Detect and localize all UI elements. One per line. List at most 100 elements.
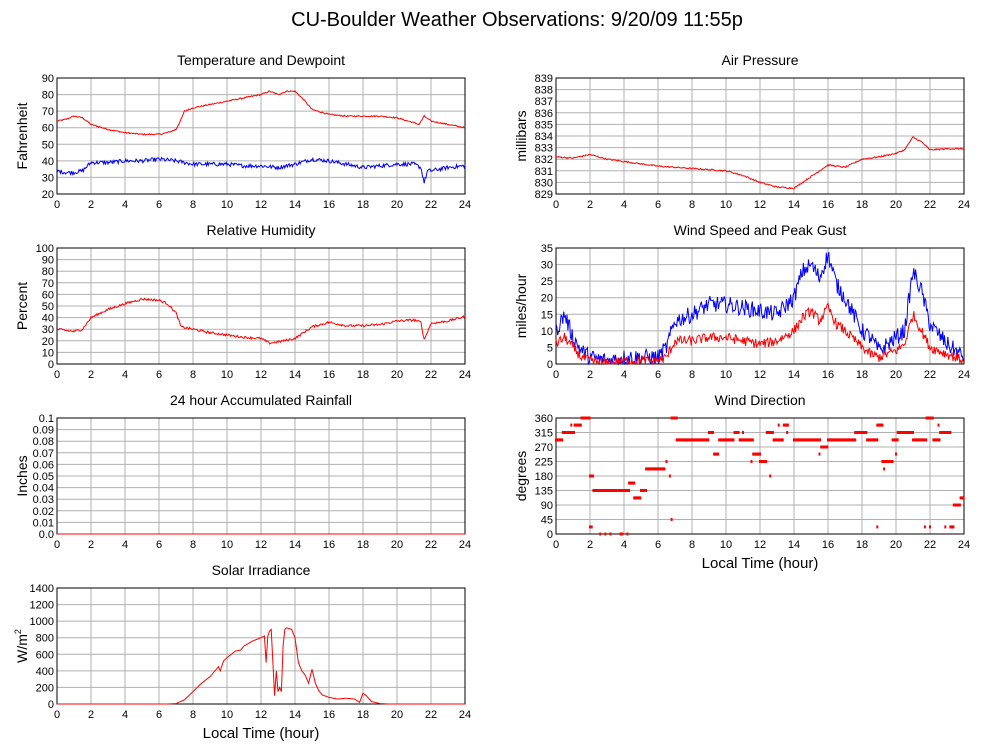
direction-point	[827, 438, 829, 442]
direction-point	[643, 489, 646, 492]
direction-point	[569, 431, 572, 434]
y-tick-label: 1000	[30, 616, 54, 628]
series-line-1	[56, 156, 466, 184]
direction-point	[652, 467, 655, 471]
direction-point	[562, 431, 565, 434]
direction-point	[679, 438, 682, 442]
direction-point	[767, 431, 770, 434]
direction-point	[689, 438, 692, 442]
direction-point	[882, 460, 885, 463]
direction-point	[587, 416, 590, 420]
y-axis-label: Percent	[14, 282, 30, 330]
direction-point	[615, 489, 618, 492]
direction-point	[822, 445, 825, 449]
direction-point	[818, 438, 821, 442]
direction-point	[582, 416, 585, 420]
x-tick-label: 6	[156, 539, 162, 551]
direction-point	[859, 431, 862, 434]
direction-point	[862, 431, 865, 434]
direction-point	[854, 431, 857, 434]
direction-point	[685, 438, 688, 442]
direction-point	[594, 489, 597, 492]
direction-point	[668, 474, 671, 478]
direction-point	[880, 423, 883, 427]
y-tick-label: 35	[541, 243, 553, 255]
y-tick-label: 831	[535, 166, 553, 178]
x-tick-label: 18	[357, 539, 369, 551]
direction-point	[611, 489, 614, 492]
direction-point	[803, 438, 806, 442]
direction-point	[896, 431, 899, 434]
direction-point	[810, 438, 812, 442]
direction-point	[570, 431, 573, 434]
direction-point	[675, 438, 678, 442]
direction-point	[765, 460, 768, 463]
direction-point	[934, 438, 937, 442]
direction-point	[727, 438, 730, 442]
y-tick-label: 70	[42, 278, 54, 290]
direction-point	[759, 460, 761, 463]
x-axis-label: Local Time (hour)	[702, 555, 819, 572]
direction-point	[656, 467, 659, 471]
direction-point	[860, 431, 863, 434]
direction-point	[856, 431, 859, 434]
direction-point	[686, 438, 689, 442]
direction-point	[695, 438, 698, 442]
direction-point	[609, 489, 612, 492]
y-tick-label: 835	[535, 119, 553, 131]
direction-point	[623, 489, 625, 492]
direction-point	[692, 438, 695, 442]
direction-point	[754, 452, 757, 456]
direction-point	[813, 438, 816, 442]
direction-point	[608, 489, 611, 492]
direction-point	[659, 467, 662, 471]
direction-point	[744, 438, 747, 442]
x-tick-label: 2	[88, 539, 94, 551]
direction-point	[896, 438, 899, 442]
direction-point	[687, 438, 690, 442]
direction-point	[626, 532, 629, 536]
y-axis-label: W/m2	[13, 629, 30, 663]
direction-point	[925, 416, 928, 420]
x-tick-label: 18	[357, 199, 369, 211]
direction-point	[700, 438, 703, 442]
y-tick-label: 25	[541, 276, 553, 288]
direction-point	[725, 438, 728, 442]
direction-point	[561, 438, 564, 442]
x-tick-label: 18	[856, 539, 868, 551]
direction-point	[591, 474, 594, 478]
direction-point	[742, 431, 744, 434]
direction-point	[748, 438, 751, 442]
x-tick-label: 10	[720, 199, 732, 211]
x-tick-label: 0	[54, 199, 60, 211]
direction-point	[604, 489, 607, 492]
x-tick-label: 24	[459, 199, 471, 211]
x-tick-label: 24	[459, 709, 471, 721]
direction-point	[600, 489, 603, 492]
direction-point	[937, 423, 940, 427]
direction-point	[942, 431, 945, 434]
direction-point	[899, 431, 902, 434]
x-tick-label: 6	[156, 369, 162, 381]
direction-point	[661, 467, 664, 471]
plot-frame	[555, 77, 965, 195]
direction-point	[926, 416, 929, 420]
direction-point	[628, 489, 631, 492]
x-tick-label: 8	[190, 199, 196, 211]
direction-point	[617, 489, 620, 492]
direction-point	[670, 518, 673, 521]
direction-point	[779, 438, 782, 442]
direction-point	[633, 481, 636, 485]
plot-frame	[56, 77, 466, 195]
direction-point	[873, 438, 876, 442]
direction-point	[848, 438, 851, 442]
chart-title: Air Pressure	[721, 52, 798, 68]
direction-point	[768, 431, 771, 434]
direction-point	[895, 452, 897, 456]
direction-point	[933, 438, 936, 442]
direction-point	[776, 438, 779, 442]
direction-point	[750, 460, 753, 463]
direction-point	[597, 489, 600, 492]
direction-point	[936, 438, 939, 442]
